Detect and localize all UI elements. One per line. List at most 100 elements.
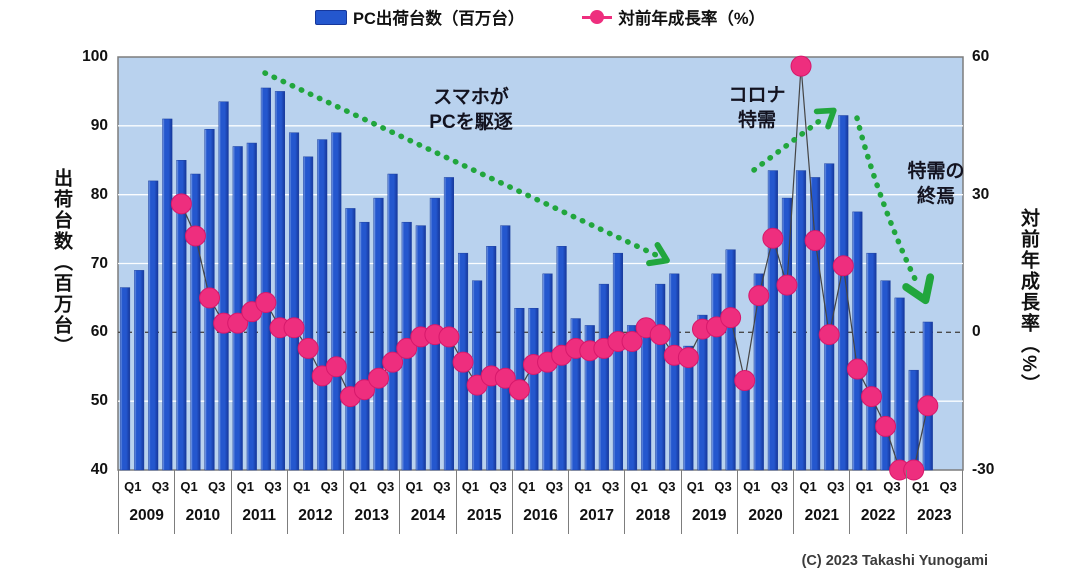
quarter-label: Q1 [911, 478, 930, 494]
bar-2013Q4 [387, 173, 398, 471]
quarter-label: Q3 [208, 478, 226, 494]
left-tick-60: 60 [90, 323, 108, 341]
legend: PC出荷台数（百万台） 対前年成長率（%） [0, 5, 1080, 29]
growth-marker-2022Q1 [846, 358, 868, 380]
left-tick-70: 70 [90, 254, 108, 272]
bar-2021Q4 [838, 115, 849, 471]
growth-marker-2023Q2 [917, 395, 939, 417]
quarter-label: Q1 [124, 478, 142, 494]
quarter-label: Q1 [574, 478, 592, 494]
bar-2012Q4 [331, 132, 342, 471]
quarter-label: Q3 [714, 478, 732, 494]
growth-marker-2015Q1 [452, 351, 474, 373]
bar-2013Q2 [359, 221, 370, 471]
bar-series-swatch-icon [314, 9, 347, 25]
right-axis-title: 対前年成長率（%） [1018, 208, 1039, 395]
x-axis-year-cell-2014: Q1 Q3 2014 [400, 470, 457, 534]
year-label: 2021 [804, 507, 840, 524]
growth-marker-2019Q1 [677, 347, 699, 369]
legend-label-growth-rate: 対前年成長率（%） [618, 10, 766, 28]
growth-marker-2019Q4 [720, 307, 742, 329]
growth-marker-2022Q2 [860, 386, 882, 408]
growth-marker-2010Q3 [199, 287, 221, 309]
year-label: 2014 [410, 507, 446, 524]
quarter-label: Q3 [545, 478, 563, 494]
bar-2017Q4 [612, 252, 624, 471]
growth-marker-2013Q4 [382, 351, 404, 373]
growth-marker-2020Q1 [734, 370, 756, 392]
year-label: 2013 [354, 507, 389, 524]
right-tick-30: 30 [972, 185, 990, 203]
x-axis: Q1 Q3 2009 Q1 Q3 2010 Q1 Q3 2011 Q1 Q3 2012 Q1 Q3 2013… [118, 470, 963, 534]
growth-marker-2011Q1 [227, 312, 249, 334]
bar-2012Q2 [303, 156, 314, 471]
left-tick-100: 100 [82, 48, 108, 65]
bar-2011Q1 [232, 146, 243, 471]
x-axis-year-cell-2013: Q1 Q3 2013 [344, 470, 401, 534]
year-label: 2019 [692, 507, 727, 524]
quarter-label: Q3 [264, 478, 282, 494]
growth-marker-2011Q3 [255, 292, 277, 314]
quarter-label: Q3 [770, 478, 789, 494]
growth-marker-2020Q3 [762, 227, 784, 249]
quarter-label: Q1 [405, 478, 423, 494]
growth-marker-2020Q4 [776, 274, 798, 296]
growth-marker-2023Q1 [903, 459, 925, 481]
bar-2012Q1 [288, 132, 300, 471]
quarter-label: Q3 [883, 478, 901, 494]
growth-marker-2021Q4 [832, 255, 854, 277]
bar-2016Q2 [528, 307, 539, 471]
annotation-end-of-special-demand: 特需の 終焉 [907, 161, 965, 207]
quarter-label: Q3 [320, 478, 338, 494]
quarter-label: Q1 [236, 478, 255, 494]
growth-marker-2021Q3 [818, 324, 840, 346]
growth-marker-2014Q4 [438, 326, 460, 348]
year-label: 2015 [466, 507, 502, 524]
bar-2022Q4 [894, 297, 905, 471]
bar-2009Q3 [148, 180, 159, 471]
x-axis-year-cell-2021: Q1 Q3 2021 [794, 470, 851, 534]
quarter-label: Q3 [939, 478, 957, 494]
year-label: 2020 [748, 507, 783, 524]
right-tick-0: 0 [972, 323, 981, 341]
bar-2012Q3 [317, 139, 328, 471]
legend-item-pc-shipments: PC出荷台数（百万台） [314, 5, 525, 29]
left-tick-50: 50 [90, 392, 108, 410]
x-axis-year-cell-2022: Q1 Q3 2022 [850, 470, 907, 534]
x-axis-year-cell-2019: Q1 Q3 2019 [682, 470, 738, 534]
x-axis-year-cell-2018: Q1 Q3 2018 [625, 470, 682, 534]
growth-marker-2018Q3 [649, 324, 671, 346]
bar-2019Q3 [711, 273, 722, 471]
legend-item-growth-rate: 対前年成長率（%） [582, 5, 765, 29]
legend-label-pc-shipments: PC出荷台数（百万台） [352, 10, 525, 28]
bar-2017Q2 [584, 325, 595, 471]
quarter-label: Q3 [376, 478, 395, 494]
bar-2010Q1 [176, 160, 187, 471]
year-label: 2009 [129, 507, 164, 524]
year-label: 2012 [298, 507, 333, 524]
quarter-label: Q1 [461, 478, 480, 494]
bar-2022Q3 [880, 280, 891, 471]
x-axis-year-cell-2020: Q1 Q3 2020 [738, 470, 795, 534]
bar-2017Q3 [598, 283, 609, 471]
quarter-label: Q1 [743, 478, 761, 494]
bar-2009Q4 [162, 118, 173, 471]
growth-marker-2012Q2 [297, 337, 319, 359]
growth-marker-2016Q1 [508, 379, 530, 401]
bar-2022Q2 [866, 252, 877, 471]
growth-marker-2022Q3 [875, 415, 897, 437]
year-label: 2018 [635, 507, 671, 524]
x-axis-year-cell-2012: Q1 Q3 2012 [288, 470, 345, 534]
year-label: 2016 [523, 507, 558, 524]
quarter-label: Q1 [518, 478, 536, 494]
quarter-label: Q1 [799, 478, 817, 494]
bar-2020Q3 [767, 170, 778, 471]
bar-2018Q2 [641, 325, 652, 471]
bar-2019Q2 [697, 314, 708, 471]
growth-marker-2020Q2 [748, 285, 770, 307]
x-axis-year-cell-2011: Q1 Q3 2011 [232, 470, 288, 534]
quarter-label: Q1 [630, 478, 648, 494]
bar-2018Q4 [669, 273, 680, 471]
bar-2013Q1 [345, 208, 356, 471]
